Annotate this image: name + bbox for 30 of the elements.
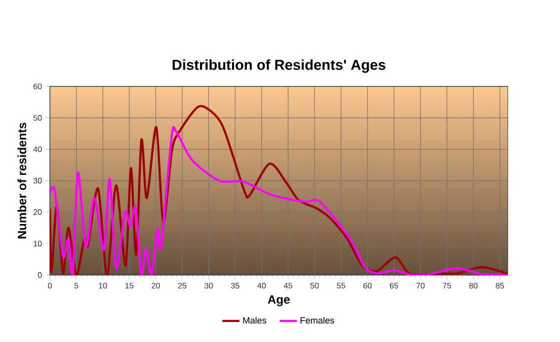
x-tick-label: 70 <box>416 282 425 288</box>
y-tick-label: 60 <box>34 84 42 90</box>
legend-label: Males <box>243 316 266 324</box>
x-tick-label: 85 <box>496 282 504 288</box>
x-tick-label: 60 <box>363 282 372 288</box>
x-tick-label: 40 <box>257 282 266 288</box>
x-tick-label: 50 <box>310 282 319 288</box>
x-tick-label: 75 <box>442 282 452 288</box>
x-tick-label: 0 <box>48 282 52 288</box>
y-tick-label: 0 <box>38 272 42 278</box>
y-tick-label: 40 <box>33 146 42 152</box>
x-tick-label: 80 <box>469 282 478 288</box>
y-tick-label: 50 <box>33 115 42 121</box>
x-axis-title: Age <box>268 295 290 306</box>
x-tick-label: 55 <box>336 282 346 288</box>
y-axis-title: Number of residents <box>17 122 26 238</box>
chart-title: Distribution of Residents' Ages <box>172 59 386 73</box>
x-tick-label: 35 <box>231 282 240 288</box>
y-tick-label: 30 <box>33 178 42 184</box>
x-tick-label: 25 <box>178 282 186 288</box>
x-tick-label: 20 <box>152 282 160 288</box>
x-tick-label: 45 <box>284 282 292 288</box>
x-tick-label: 5 <box>74 282 78 288</box>
x-tick-label: 65 <box>390 282 398 288</box>
legend-label: Females <box>300 316 334 324</box>
y-tick-label: 10 <box>34 240 42 246</box>
x-tick-label: 30 <box>204 282 213 288</box>
x-tick-label: 15 <box>125 282 134 288</box>
x-tick-label: 10 <box>98 282 107 288</box>
y-tick-label: 20 <box>34 209 42 215</box>
